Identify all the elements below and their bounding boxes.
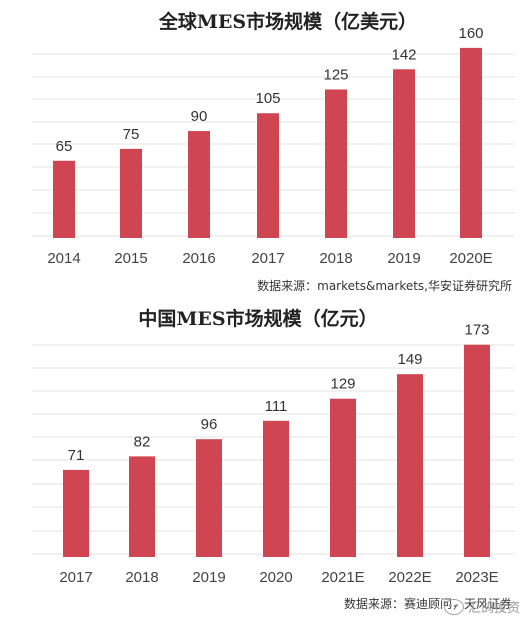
bar-2018 [325, 89, 347, 239]
data-label: 129 [330, 376, 355, 393]
x-tick-label: 2018 [125, 569, 158, 586]
x-tick-label: 2019 [192, 569, 225, 586]
data-label: 125 [323, 66, 348, 83]
x-tick-label: 2017 [251, 250, 284, 267]
x-tick-label: 2015 [114, 250, 147, 267]
data-label: 65 [56, 138, 73, 155]
data-label: 75 [123, 126, 140, 143]
bar-2019 [393, 69, 415, 238]
bar-2017 [63, 469, 89, 557]
bar-2018 [129, 456, 155, 557]
data-label: 173 [464, 322, 489, 339]
data-label: 142 [391, 46, 416, 63]
x-tick-label: 2017 [59, 569, 92, 586]
x-tick-label: 2014 [47, 250, 80, 267]
data-label: 149 [397, 351, 422, 368]
data-label: 82 [134, 433, 151, 450]
source-note: 数据来源：markets&markets,华安证券研究所 [257, 278, 512, 293]
bar-2016 [188, 131, 210, 238]
watermark-text: 汇鸽投资 [467, 601, 520, 616]
bar-2014 [53, 160, 75, 238]
x-tick-label: 2020E [449, 250, 492, 267]
watermark: 汇鸽投资 [443, 597, 520, 616]
data-label: 111 [265, 398, 288, 415]
data-label: 71 [68, 447, 85, 464]
x-tick-label: 2016 [182, 250, 215, 267]
bar-2015 [120, 148, 142, 238]
bar-2020E [460, 47, 482, 238]
data-label: 96 [201, 416, 218, 433]
bar-2017 [257, 113, 279, 238]
chart-title: 中国MES市场规模（亿元） [138, 307, 377, 330]
wechat-icon [443, 598, 464, 615]
x-tick-label: 2023E [455, 569, 498, 586]
data-label: 160 [458, 25, 483, 42]
source-note: 数据来源：赛迪顾问，天风证券 [344, 596, 512, 611]
chart-title: 全球MES市场规模（亿美元） [158, 10, 417, 33]
x-tick-label: 2022E [388, 569, 431, 586]
x-tick-label: 2020 [259, 569, 292, 586]
x-tick-label: 2018 [319, 250, 352, 267]
chart-1: 全球MES市场规模（亿美元） 65 2014 75 2015 90 2016 105 2017 1… [32, 10, 515, 293]
bar-2020 [263, 420, 289, 557]
chart-2: 中国MES市场规模（亿元） 71 2017 82 2018 96 2019 111 2020 12… [32, 307, 515, 611]
bar-2019 [196, 439, 222, 557]
bar-2023E [464, 344, 490, 557]
x-tick-label: 2019 [387, 250, 420, 267]
bar-2021E [330, 398, 356, 557]
x-tick-label: 2021E [321, 569, 364, 586]
data-label: 105 [255, 90, 280, 107]
bar-2022E [397, 374, 423, 557]
data-label: 90 [191, 108, 208, 125]
